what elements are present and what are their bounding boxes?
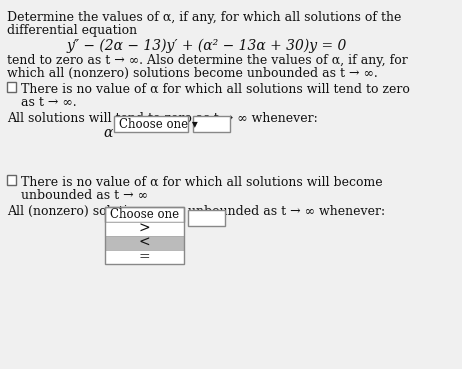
Text: There is no value of α for which all solutions will become: There is no value of α for which all sol… — [21, 176, 383, 189]
Text: All (nonzero) solution: All (nonzero) solution — [7, 205, 143, 218]
Bar — [105, 222, 184, 236]
Text: Choose one ▾: Choose one ▾ — [119, 117, 198, 131]
Text: α: α — [118, 221, 127, 235]
Text: Determine the values of α, if any, for which all solutions of the: Determine the values of α, if any, for w… — [7, 11, 401, 24]
Text: unbounded as t → ∞: unbounded as t → ∞ — [21, 189, 148, 202]
Bar — [105, 207, 184, 264]
Bar — [105, 207, 184, 222]
Bar — [188, 210, 225, 226]
Bar — [105, 250, 184, 264]
Text: >: > — [139, 222, 151, 236]
Text: y″ − (2α − 13)y′ + (α² − 13α + 30)y = 0: y″ − (2α − 13)y′ + (α² − 13α + 30)y = 0 — [66, 39, 346, 54]
Text: =: = — [139, 250, 151, 264]
Bar — [114, 116, 188, 132]
Text: All solutions will tend to zero as t → ∞ whenever:: All solutions will tend to zero as t → ∞… — [7, 112, 318, 125]
Text: There is no value of α for which all solutions will tend to zero: There is no value of α for which all sol… — [21, 83, 410, 96]
Text: α: α — [103, 126, 113, 140]
Text: Choose one: Choose one — [110, 208, 179, 221]
Text: which all (nonzero) solutions become unbounded as t → ∞.: which all (nonzero) solutions become unb… — [7, 67, 378, 80]
Text: tend to zero as t → ∞. Also determine the values of α, if any, for: tend to zero as t → ∞. Also determine th… — [7, 54, 408, 67]
Bar — [193, 116, 231, 132]
Text: unbounded as t → ∞ whenever:: unbounded as t → ∞ whenever: — [188, 205, 385, 218]
Bar — [7, 175, 16, 185]
Bar — [7, 82, 16, 92]
Text: differential equation: differential equation — [7, 24, 137, 37]
Bar — [105, 236, 184, 250]
Text: <: < — [139, 236, 151, 250]
Text: as t → ∞.: as t → ∞. — [21, 96, 77, 109]
